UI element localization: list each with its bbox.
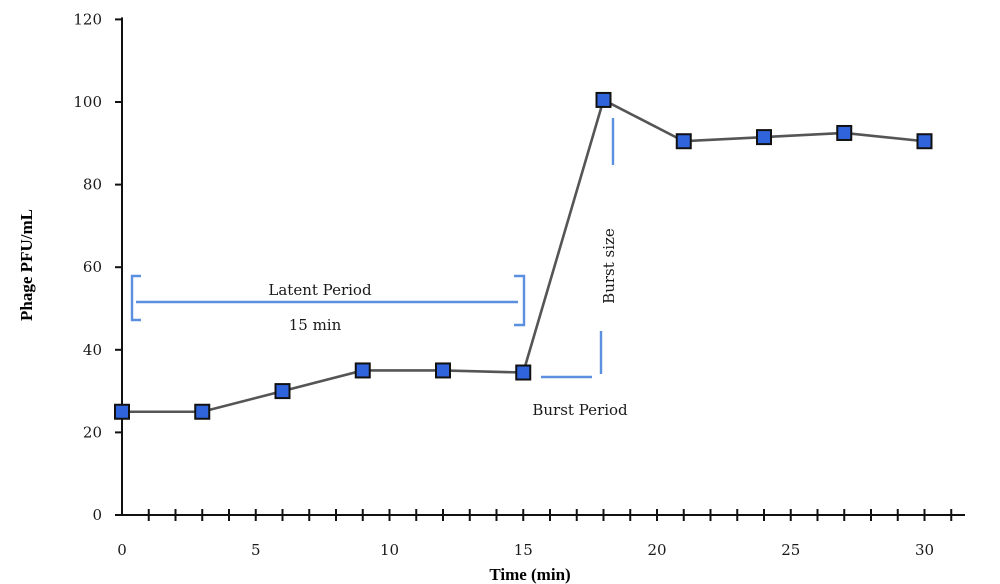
x-tick-label: 5 [251,541,261,559]
data-point [354,362,371,379]
latent-period-label: Latent Period [268,281,372,299]
x-tick-label: 0 [117,541,127,559]
x-tick-label: 20 [647,541,666,559]
data-point [194,403,211,420]
data-point [515,364,532,381]
latent-duration-label: 15 min [289,316,342,334]
annotations: Latent Period 15 min Burst size Burst Pe… [130,118,628,419]
series-layer [114,91,933,420]
y-tick-label: 100 [73,93,102,111]
x-tick-label: 25 [781,541,800,559]
x-tick-label: 15 [514,541,533,559]
data-point [675,133,692,150]
y-tick-label: 20 [83,423,102,441]
ticks [115,18,953,521]
burst-period-label: Burst Period [532,401,628,419]
y-tick-label: 40 [83,341,102,359]
data-point [435,362,451,379]
x-tick-label: 30 [915,541,934,559]
data-point [595,91,612,108]
latent-bracket-left [130,274,141,322]
burst-size-label: Burst size [600,228,618,304]
y-tick-label: 60 [83,258,102,276]
data-point [836,124,853,141]
y-tick-label: 80 [83,176,102,194]
x-tick-label: 10 [380,541,399,559]
y-tick-label: 120 [73,10,102,28]
data-point [916,133,933,150]
axes [121,17,965,516]
y-tick-label: 0 [92,506,102,524]
tick-labels: 0 20 40 60 80 100 120 0 5 10 15 20 25 30 [73,10,934,559]
data-point [274,383,291,400]
y-axis-title: Phage PFU/mL [17,209,36,321]
x-axis-title: Time (min) [489,565,570,584]
latent-bracket-right [514,274,526,327]
data-point [114,403,130,420]
data-point [756,129,772,146]
